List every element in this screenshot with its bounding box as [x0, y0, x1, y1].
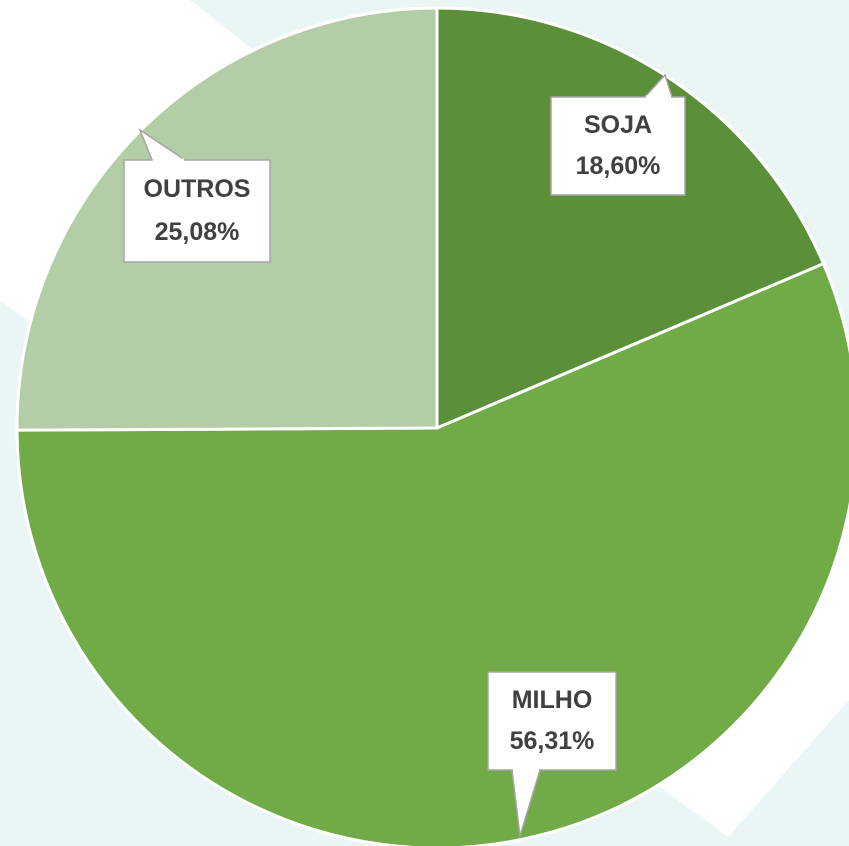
pie-slice	[15, 261, 849, 846]
category-label: MILHO	[512, 686, 593, 714]
value-label: 56,31%	[510, 727, 595, 755]
callout-box	[550, 96, 686, 196]
callout-box	[123, 159, 271, 263]
category-label: OUTROS	[144, 175, 251, 203]
background-shape	[720, 700, 849, 846]
category-label: SOJA	[584, 111, 652, 139]
value-label: 25,08%	[155, 218, 240, 246]
callout-box	[487, 671, 617, 771]
value-label: 18,60%	[576, 152, 661, 180]
pie	[15, 6, 849, 846]
pie-slice	[435, 6, 826, 431]
data-labels: SOJA 18,60% MILHO 56,31% OUTROS 25,08%	[123, 73, 686, 837]
